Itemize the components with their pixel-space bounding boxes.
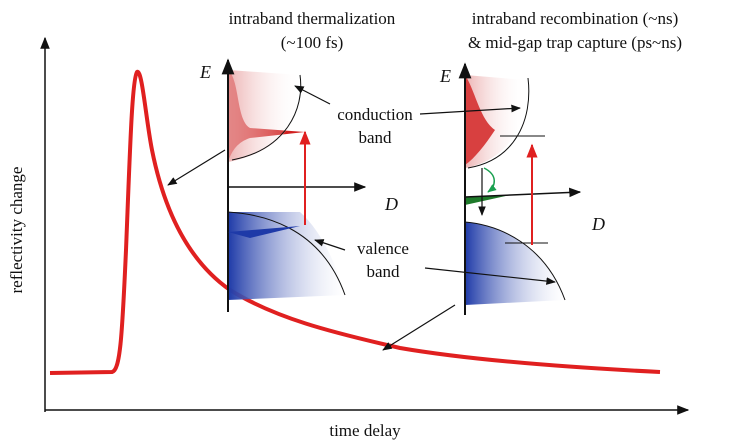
band-label: band: [366, 262, 400, 281]
dos-label: D: [591, 214, 605, 234]
capture-arrow: [484, 168, 494, 192]
band-label: valence: [357, 239, 409, 258]
inset-title: & mid-gap trap capture (ps~ns): [468, 33, 682, 52]
diagram: reflectivity change time delay E D intra…: [0, 0, 736, 441]
band-label: band: [358, 128, 392, 147]
inset-title: (~100 fs): [281, 33, 344, 52]
energy-label: E: [199, 62, 211, 82]
energy-label: E: [439, 66, 451, 86]
y-axis-label: reflectivity change: [7, 167, 26, 294]
valence-band-fill: [228, 212, 345, 300]
inset-title: intraband thermalization: [229, 9, 396, 28]
band-label: conduction: [337, 105, 413, 124]
dos-label: D: [384, 194, 398, 214]
x-axis-label: time delay: [329, 421, 401, 440]
valence-band-fill: [465, 222, 565, 305]
inset-title: intraband recombination (~ns): [472, 9, 679, 28]
